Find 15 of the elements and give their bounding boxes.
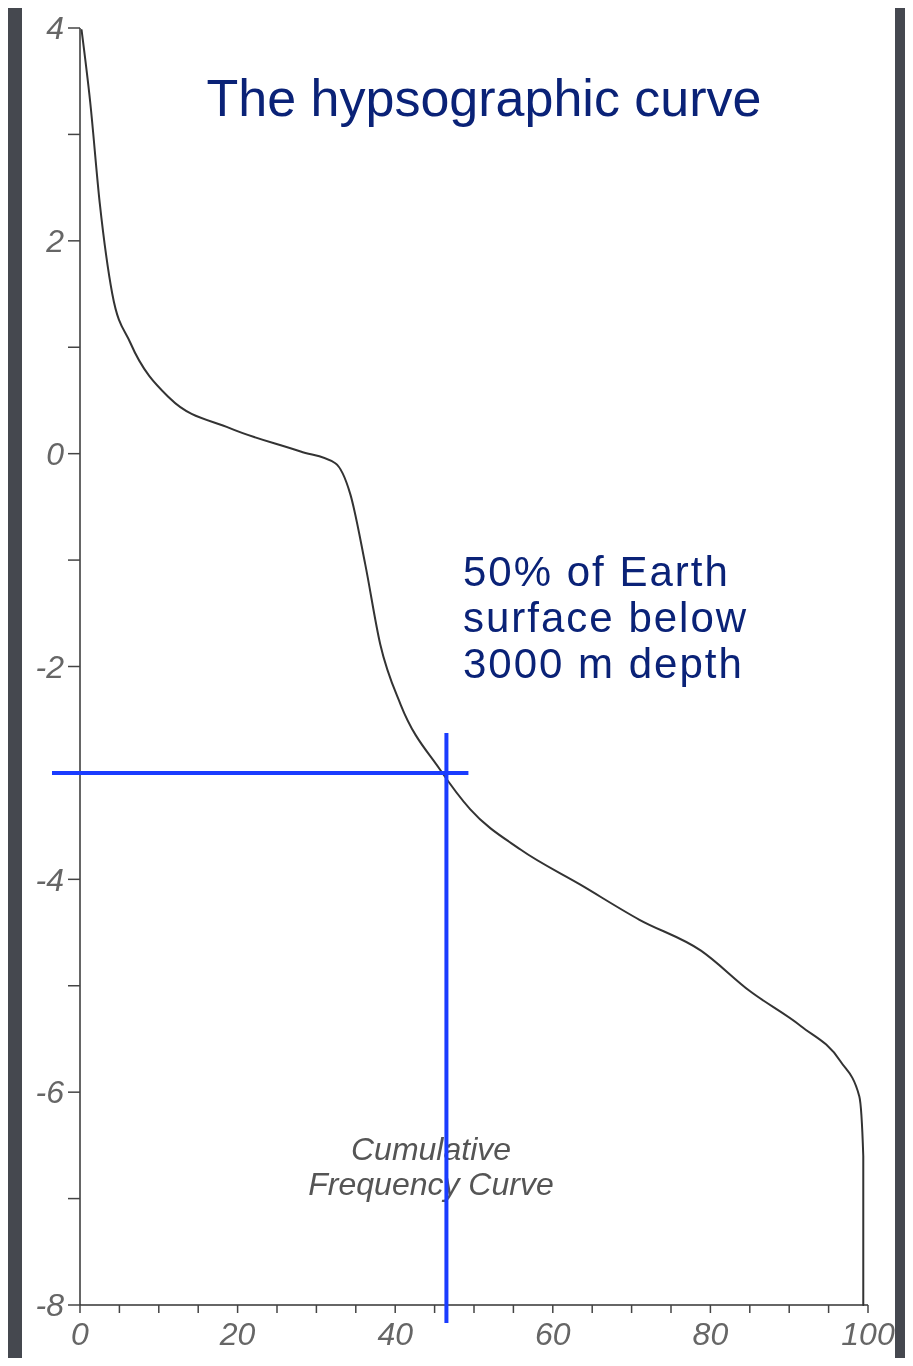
y-tick-label: -6 (35, 1074, 65, 1111)
annotation: 50% of Earth surface below 3000 m depth (463, 548, 749, 688)
y-tick-label: 4 (46, 10, 64, 47)
y-tick-label: -4 (35, 861, 64, 898)
y-tick-label: 2 (45, 223, 65, 260)
y-tick-label: 0 (46, 435, 65, 472)
x-tick-label: 0 (71, 1316, 90, 1352)
text: The hypsographic curve (206, 69, 762, 127)
y-tick-label: -2 (35, 648, 65, 685)
x-tick-label: 100 (841, 1316, 895, 1352)
x-tick-label: 40 (377, 1316, 414, 1352)
x-tick-label: 60 (535, 1316, 571, 1352)
y-tick-label: -8 (35, 1287, 65, 1324)
x-tick-label: 80 (692, 1316, 729, 1352)
x-tick-label: 20 (218, 1316, 256, 1352)
